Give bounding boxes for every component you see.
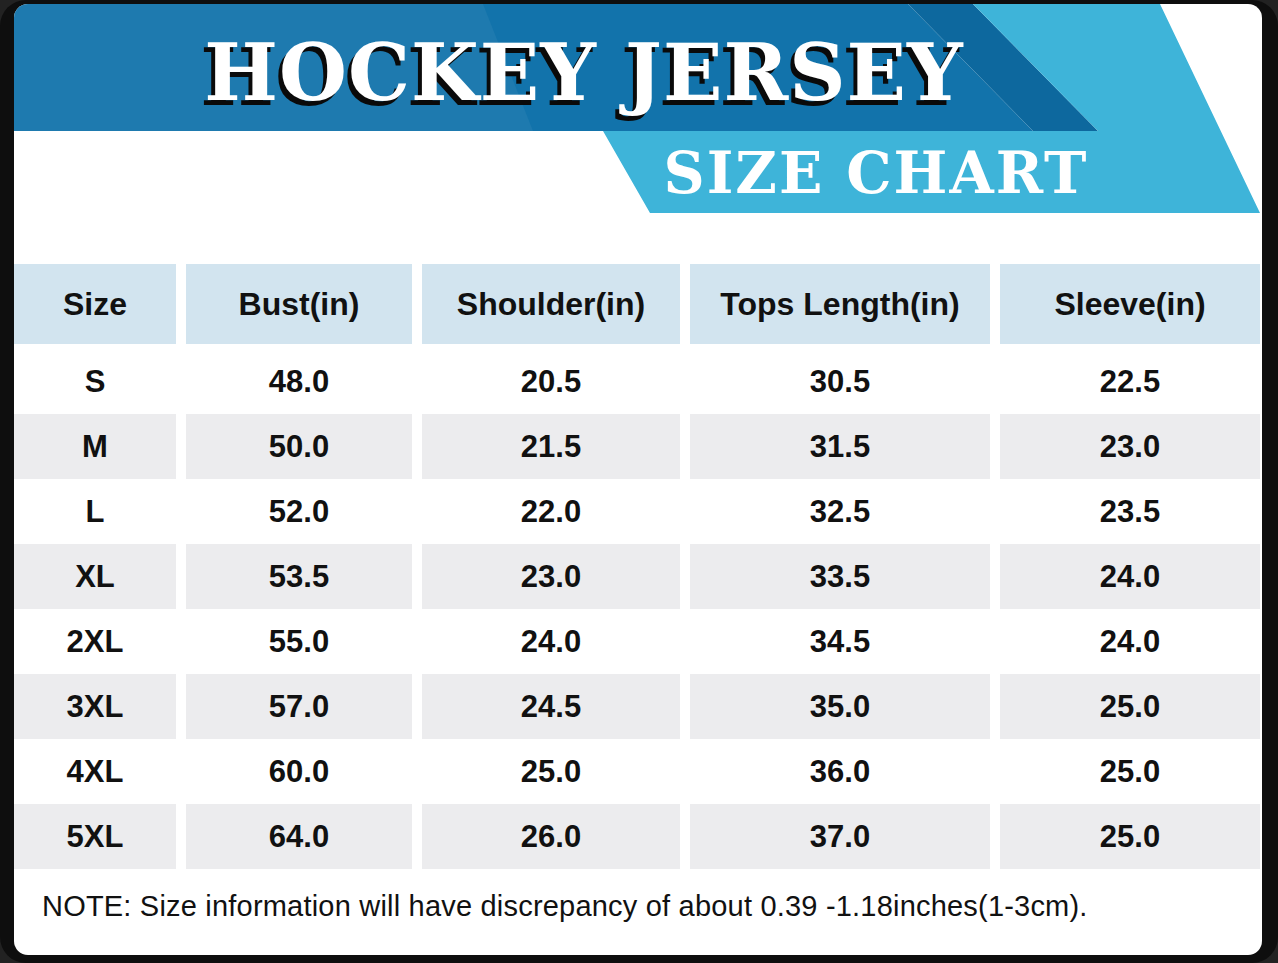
- size-cell: L: [14, 479, 176, 544]
- size-cell: 3XL: [14, 674, 176, 739]
- measurement-cell: 32.5: [690, 479, 990, 544]
- measurement-cell: 31.5: [690, 414, 990, 479]
- measurement-cell: 36.0: [690, 739, 990, 804]
- measurement-cell: 24.0: [422, 609, 680, 674]
- measurement-cell: 50.0: [186, 414, 412, 479]
- measurement-cell: 24.0: [1000, 544, 1260, 609]
- table-row: L52.022.032.523.5: [14, 479, 1260, 544]
- measurement-cell: 55.0: [186, 609, 412, 674]
- measurement-cell: 25.0: [1000, 739, 1260, 804]
- measurement-cell: 35.0: [690, 674, 990, 739]
- size-cell: S: [14, 349, 176, 414]
- measurement-cell: 24.5: [422, 674, 680, 739]
- measurement-cell: 30.5: [690, 349, 990, 414]
- measurement-cell: 20.5: [422, 349, 680, 414]
- size-cell: 4XL: [14, 739, 176, 804]
- measurement-cell: 23.5: [1000, 479, 1260, 544]
- measurement-cell: 26.0: [422, 804, 680, 869]
- measurement-cell: 37.0: [690, 804, 990, 869]
- measurement-cell: 53.5: [186, 544, 412, 609]
- measurement-cell: 23.0: [422, 544, 680, 609]
- table-row: S48.020.530.522.5: [14, 349, 1260, 414]
- measurement-cell: 25.0: [1000, 804, 1260, 869]
- size-cell: M: [14, 414, 176, 479]
- size-table: SizeBust(in)Shoulder(in)Tops Length(in)S…: [14, 264, 1260, 869]
- column-header: Sleeve(in): [1000, 264, 1260, 344]
- size-chart-page: HOCKEY JERSEY SIZE CHART SizeBust(in)Sho…: [14, 4, 1262, 955]
- size-cell: 2XL: [14, 609, 176, 674]
- page-subtitle: SIZE CHART: [614, 131, 1138, 213]
- measurement-cell: 21.5: [422, 414, 680, 479]
- size-chart-card: HOCKEY JERSEY SIZE CHART SizeBust(in)Sho…: [0, 0, 1278, 963]
- size-cell: XL: [14, 544, 176, 609]
- measurement-cell: 52.0: [186, 479, 412, 544]
- size-cell: 5XL: [14, 804, 176, 869]
- table-row: XL53.523.033.524.0: [14, 544, 1260, 609]
- measurement-cell: 23.0: [1000, 414, 1260, 479]
- column-header: Shoulder(in): [422, 264, 680, 344]
- table-body: S48.020.530.522.5M50.021.531.523.0L52.02…: [14, 349, 1260, 869]
- size-note: NOTE: Size information will have discrep…: [42, 890, 1242, 923]
- measurement-cell: 60.0: [186, 739, 412, 804]
- measurement-cell: 25.0: [1000, 674, 1260, 739]
- measurement-cell: 57.0: [186, 674, 412, 739]
- measurement-cell: 24.0: [1000, 609, 1260, 674]
- table-row: 4XL60.025.036.025.0: [14, 739, 1260, 804]
- page-title: HOCKEY JERSEY: [254, 26, 914, 118]
- measurement-cell: 33.5: [690, 544, 990, 609]
- table-row: 5XL64.026.037.025.0: [14, 804, 1260, 869]
- table-row: M50.021.531.523.0: [14, 414, 1260, 479]
- column-header: Tops Length(in): [690, 264, 990, 344]
- column-header: Bust(in): [186, 264, 412, 344]
- measurement-cell: 34.5: [690, 609, 990, 674]
- table-row: 3XL57.024.535.025.0: [14, 674, 1260, 739]
- measurement-cell: 25.0: [422, 739, 680, 804]
- measurement-cell: 48.0: [186, 349, 412, 414]
- measurement-cell: 22.0: [422, 479, 680, 544]
- measurement-cell: 22.5: [1000, 349, 1260, 414]
- table-row: 2XL55.024.034.524.0: [14, 609, 1260, 674]
- table-header-row: SizeBust(in)Shoulder(in)Tops Length(in)S…: [14, 264, 1260, 344]
- column-header: Size: [14, 264, 176, 344]
- measurement-cell: 64.0: [186, 804, 412, 869]
